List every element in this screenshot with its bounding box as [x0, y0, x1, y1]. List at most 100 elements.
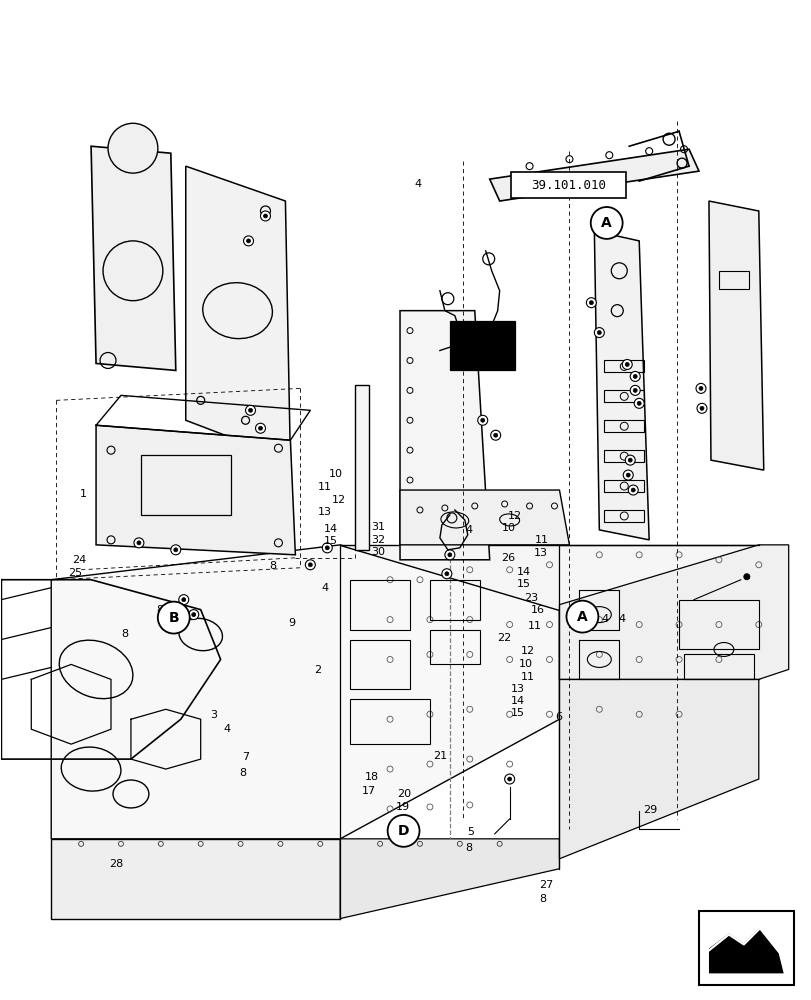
- Text: 20: 20: [397, 789, 410, 799]
- Bar: [449, 321, 514, 370]
- Text: 17: 17: [361, 786, 375, 796]
- Circle shape: [628, 458, 632, 462]
- Text: 4: 4: [466, 525, 473, 535]
- Text: 3: 3: [210, 710, 217, 720]
- Polygon shape: [51, 839, 340, 919]
- Circle shape: [597, 331, 601, 335]
- Polygon shape: [186, 166, 290, 460]
- Circle shape: [444, 572, 448, 576]
- Circle shape: [490, 430, 500, 440]
- Circle shape: [517, 181, 527, 191]
- Bar: [350, 699, 429, 744]
- Circle shape: [695, 383, 705, 393]
- Text: 4: 4: [224, 724, 231, 734]
- Circle shape: [534, 178, 544, 188]
- Bar: [718, 271, 748, 289]
- Text: D: D: [397, 824, 409, 838]
- Circle shape: [182, 598, 186, 602]
- Text: 6: 6: [555, 712, 562, 722]
- Polygon shape: [400, 490, 569, 545]
- Text: 15: 15: [517, 579, 530, 589]
- Text: 29: 29: [642, 805, 657, 815]
- Circle shape: [178, 595, 188, 605]
- Circle shape: [624, 362, 629, 366]
- Bar: [603, 450, 643, 462]
- Circle shape: [477, 415, 487, 425]
- Bar: [429, 630, 479, 664]
- Text: 14: 14: [517, 567, 530, 577]
- Circle shape: [633, 398, 643, 408]
- Circle shape: [589, 301, 593, 305]
- Text: 4: 4: [414, 179, 421, 189]
- Text: 4: 4: [617, 614, 624, 624]
- Circle shape: [387, 815, 419, 847]
- Text: 1: 1: [79, 489, 87, 499]
- Circle shape: [263, 214, 267, 218]
- Circle shape: [537, 181, 541, 185]
- Circle shape: [629, 371, 639, 381]
- Circle shape: [625, 473, 629, 477]
- Circle shape: [586, 298, 595, 308]
- Circle shape: [188, 610, 199, 620]
- Text: 5: 5: [467, 827, 474, 837]
- Text: 8: 8: [465, 843, 472, 853]
- Circle shape: [696, 403, 706, 413]
- Bar: [141, 455, 230, 515]
- Text: A: A: [601, 216, 611, 230]
- Circle shape: [699, 406, 703, 410]
- Polygon shape: [91, 146, 175, 370]
- Text: 9: 9: [288, 618, 295, 628]
- Text: A: A: [577, 610, 587, 624]
- Circle shape: [629, 385, 639, 395]
- Bar: [350, 580, 410, 630]
- Bar: [603, 480, 643, 492]
- Bar: [354, 385, 369, 550]
- Circle shape: [590, 207, 622, 239]
- Bar: [678, 600, 757, 649]
- Circle shape: [698, 386, 702, 390]
- Text: 10: 10: [519, 659, 533, 669]
- Circle shape: [624, 455, 634, 465]
- Circle shape: [170, 545, 181, 555]
- Circle shape: [243, 236, 253, 246]
- Circle shape: [520, 184, 524, 188]
- Text: 2: 2: [314, 665, 321, 675]
- Circle shape: [621, 359, 632, 369]
- Circle shape: [325, 546, 328, 550]
- Bar: [429, 580, 479, 620]
- Circle shape: [305, 560, 315, 570]
- Text: 25: 25: [67, 568, 82, 578]
- Polygon shape: [489, 149, 698, 201]
- Circle shape: [247, 239, 251, 243]
- Text: 22: 22: [497, 633, 511, 643]
- Circle shape: [633, 388, 637, 392]
- Text: 31: 31: [371, 522, 384, 532]
- Text: 13: 13: [317, 507, 332, 517]
- Text: 21: 21: [433, 751, 447, 761]
- Bar: [603, 390, 643, 402]
- Text: 8: 8: [539, 894, 546, 904]
- Text: 15: 15: [511, 708, 525, 718]
- Text: 13: 13: [511, 684, 525, 694]
- Text: 8: 8: [239, 768, 246, 778]
- Circle shape: [628, 485, 637, 495]
- Polygon shape: [96, 425, 295, 555]
- Circle shape: [493, 433, 497, 437]
- Text: 19: 19: [395, 802, 409, 812]
- Circle shape: [448, 553, 451, 557]
- Bar: [510, 172, 625, 198]
- Polygon shape: [51, 545, 559, 839]
- Text: 13: 13: [533, 548, 547, 558]
- Text: 24: 24: [72, 555, 87, 565]
- Text: B: B: [168, 611, 179, 625]
- Text: 8: 8: [121, 629, 128, 639]
- Text: 8: 8: [156, 605, 163, 615]
- Polygon shape: [594, 231, 648, 540]
- Bar: [698, 911, 792, 985]
- Bar: [603, 360, 643, 372]
- Text: 12: 12: [331, 495, 345, 505]
- Text: 14: 14: [324, 524, 338, 534]
- Circle shape: [134, 538, 144, 548]
- Text: 16: 16: [530, 605, 544, 615]
- Circle shape: [157, 602, 190, 634]
